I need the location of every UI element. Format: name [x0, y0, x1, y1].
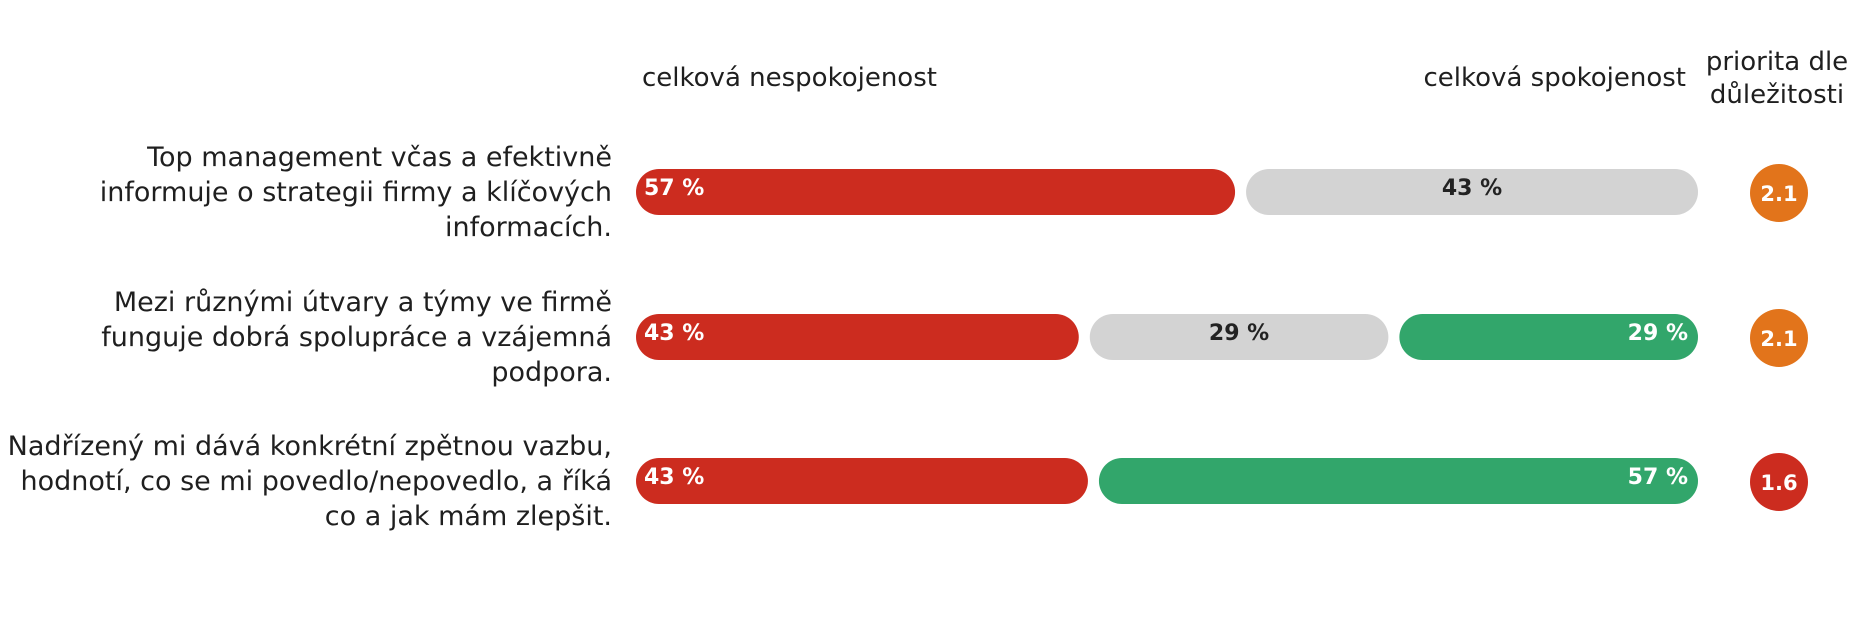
bar-segment-negative — [636, 169, 1236, 215]
bar-segment-positive — [1399, 314, 1698, 360]
priority-value: 1.6 — [1760, 471, 1797, 495]
chart-rows: Top management včas a efektivně informuje… — [8, 142, 1808, 532]
bar-label-negative: 43 % — [644, 465, 704, 490]
question-label-line: funguje dobrá spolupráce a vzájemná — [101, 322, 612, 353]
header-satisfaction: celková spokojenost — [1424, 63, 1686, 93]
priority-value: 2.1 — [1760, 327, 1797, 351]
bar-segment-neutral — [1246, 169, 1698, 215]
bar-segment-neutral — [1089, 314, 1389, 360]
bar-label-positive: 57 % — [1628, 465, 1688, 490]
question-label-line: informuje o strategii firmy a klíčových — [100, 177, 612, 208]
priority-badge — [1750, 453, 1808, 511]
priority-badge — [1750, 164, 1808, 222]
question-label-line: hodnotí, co se mi povedlo/nepovedlo, a ř… — [21, 466, 612, 497]
bar-segment-negative — [636, 314, 1079, 360]
bar-label-negative: 43 % — [644, 321, 704, 346]
chart-row: Mezi různými útvary a týmy ve firmě fungu… — [101, 287, 1808, 388]
bar-label-negative: 57 % — [644, 176, 704, 201]
priority-value: 2.1 — [1760, 182, 1797, 206]
question-label-line: Top management včas a efektivně — [146, 142, 612, 173]
chart-row: Top management včas a efektivně informuje… — [100, 142, 1808, 243]
header-priority-line-2: důležitosti — [1710, 80, 1844, 110]
question-label-line: informacích. — [445, 212, 612, 243]
header-dissatisfaction: celková nespokojenost — [642, 63, 937, 93]
chart-row: Nadřízený mi dává konkrétní zpětnou vazb… — [8, 431, 1808, 532]
bar-segment-negative — [636, 458, 1088, 504]
question-label-line: podpora. — [491, 357, 612, 388]
bar-label-neutral: 43 % — [1442, 176, 1502, 201]
question-label-line: Nadřízený mi dává konkrétní zpětnou vazb… — [8, 431, 612, 462]
question-label-line: Mezi různými útvary a týmy ve firmě — [114, 287, 612, 318]
priority-badge — [1750, 309, 1808, 367]
bar-segment-positive — [1098, 458, 1698, 504]
bar-label-neutral: 29 % — [1209, 321, 1269, 346]
header-priority-line-1: priorita dle — [1706, 47, 1848, 77]
bar-label-positive: 29 % — [1628, 321, 1688, 346]
question-label-line: co a jak mám zlepšit. — [325, 501, 612, 532]
